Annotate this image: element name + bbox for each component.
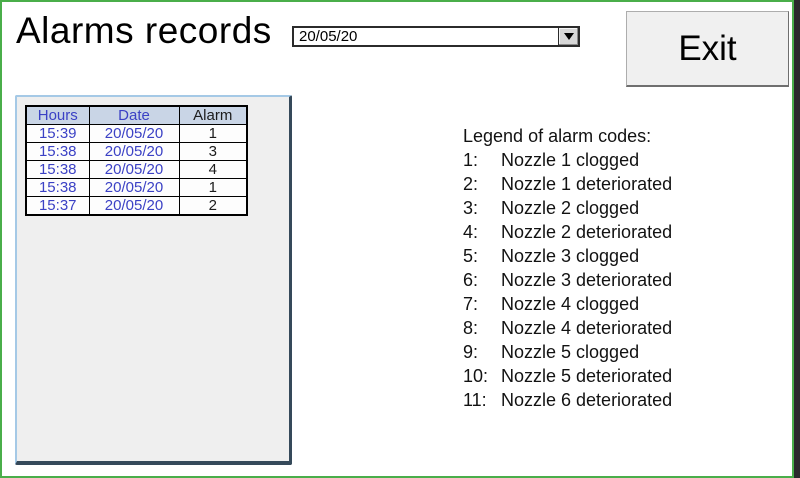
cell-hours: 15:38 — [25, 178, 90, 197]
cell-hours: 15:38 — [25, 142, 90, 161]
column-header-hours: Hours — [25, 105, 90, 125]
legend-item-label: Nozzle 2 clogged — [501, 198, 640, 218]
table-header-row: Hours Date Alarm — [25, 105, 248, 125]
alarms-panel: Hours Date Alarm 15:39 20/05/20 1 15:38 … — [15, 95, 292, 465]
alarms-table: Hours Date Alarm 15:39 20/05/20 1 15:38 … — [25, 105, 248, 216]
column-header-alarm: Alarm — [178, 105, 248, 125]
date-select[interactable]: 20/05/20 — [292, 26, 580, 47]
legend-item-code: 9: — [463, 342, 479, 362]
screen-right-edge — [794, 0, 800, 478]
cell-date: 20/05/20 — [88, 124, 180, 143]
page-title: Alarms records — [16, 10, 272, 51]
cell-alarm: 2 — [178, 196, 248, 216]
legend-item-label: Nozzle 6 deteriorated — [501, 390, 673, 410]
cell-alarm: 1 — [178, 124, 248, 143]
legend-item: 2: Nozzle 1 deteriorated — [463, 172, 672, 196]
chevron-down-icon — [563, 33, 574, 40]
legend-item-code: 1: — [463, 150, 479, 170]
cell-alarm: 1 — [178, 178, 248, 197]
legend-item: 8: Nozzle 4 deteriorated — [463, 316, 672, 340]
legend-item: 7: Nozzle 4 clogged — [463, 292, 672, 316]
legend-item-code: 6: — [463, 270, 479, 290]
column-header-date: Date — [88, 105, 180, 125]
table-row: 15:38 20/05/20 4 — [25, 160, 248, 179]
legend-item-code: 2: — [463, 174, 479, 194]
date-select-value: 20/05/20 — [299, 28, 358, 45]
legend-item-label: Nozzle 1 clogged — [501, 150, 640, 170]
cell-hours: 15:38 — [25, 160, 90, 179]
cell-date: 20/05/20 — [88, 142, 180, 161]
legend-item-code: 7: — [463, 294, 479, 314]
cell-hours: 15:39 — [25, 124, 90, 143]
legend-item: 11: Nozzle 6 deteriorated — [463, 388, 672, 412]
legend-item: 10: Nozzle 5 deteriorated — [463, 364, 672, 388]
legend-item-label: Nozzle 2 deteriorated — [501, 222, 673, 242]
cell-alarm: 4 — [178, 160, 248, 179]
legend-item-label: Nozzle 4 deteriorated — [501, 318, 673, 338]
alarm-codes-legend: Legend of alarm codes: 1: Nozzle 1 clogg… — [463, 124, 672, 412]
legend-item-label: Nozzle 5 clogged — [501, 342, 640, 362]
legend-item: 6: Nozzle 3 deteriorated — [463, 268, 672, 292]
legend-item-label: Nozzle 3 deteriorated — [501, 270, 673, 290]
legend-item: 1: Nozzle 1 clogged — [463, 148, 672, 172]
legend-item-label: Nozzle 1 deteriorated — [501, 174, 673, 194]
legend-item-code: 10: — [463, 366, 489, 386]
table-row: 15:38 20/05/20 1 — [25, 178, 248, 197]
legend-item: 9: Nozzle 5 clogged — [463, 340, 672, 364]
cell-alarm: 3 — [178, 142, 248, 161]
cell-date: 20/05/20 — [88, 196, 180, 216]
legend-item-code: 3: — [463, 198, 479, 218]
table-row: 15:37 20/05/20 2 — [25, 196, 248, 216]
legend-item-code: 11: — [463, 390, 487, 410]
legend-item: 4: Nozzle 2 deteriorated — [463, 220, 672, 244]
legend-item: 3: Nozzle 2 clogged — [463, 196, 672, 220]
cell-date: 20/05/20 — [88, 178, 180, 197]
date-select-dropdown-button[interactable] — [558, 28, 578, 45]
cell-hours: 15:37 — [25, 196, 90, 216]
legend-item: 5: Nozzle 3 clogged — [463, 244, 672, 268]
legend-item-label: Nozzle 4 clogged — [501, 294, 640, 314]
legend-item-label: Nozzle 3 clogged — [501, 246, 640, 266]
legend-title: Legend of alarm codes: — [463, 126, 652, 146]
cell-date: 20/05/20 — [88, 160, 180, 179]
legend-item-label: Nozzle 5 deteriorated — [501, 366, 673, 386]
table-row: 15:39 20/05/20 1 — [25, 124, 248, 143]
legend-item-code: 8: — [463, 318, 479, 338]
legend-item-code: 4: — [463, 222, 479, 242]
table-row: 15:38 20/05/20 3 — [25, 142, 248, 161]
exit-button[interactable]: Exit — [626, 11, 789, 87]
legend-item-code: 5: — [463, 246, 479, 266]
